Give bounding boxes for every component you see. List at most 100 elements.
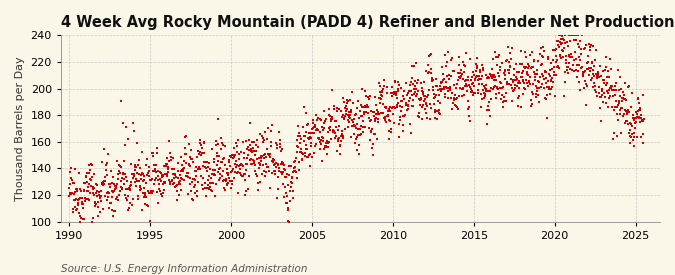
- Point: [151, 189, 162, 194]
- Point: [112, 194, 123, 199]
- Point: [172, 176, 183, 180]
- Point: [93, 214, 104, 218]
- Point: [128, 176, 138, 181]
- Point: [124, 186, 134, 191]
- Point: [221, 170, 232, 175]
- Point: [400, 113, 410, 118]
- Point: [171, 184, 182, 188]
- Point: [105, 201, 115, 205]
- Point: [550, 48, 561, 53]
- Point: [297, 152, 308, 156]
- Point: [67, 191, 78, 195]
- Point: [487, 75, 497, 80]
- Point: [252, 138, 263, 142]
- Point: [498, 70, 509, 75]
- Point: [89, 172, 100, 176]
- Point: [341, 101, 352, 106]
- Point: [568, 33, 578, 37]
- Point: [589, 74, 600, 78]
- Point: [628, 113, 639, 117]
- Point: [142, 204, 153, 208]
- Point: [585, 48, 595, 53]
- Point: [397, 123, 408, 128]
- Point: [308, 120, 319, 125]
- Point: [193, 148, 204, 153]
- Point: [312, 127, 323, 131]
- Point: [352, 126, 363, 131]
- Point: [556, 34, 567, 38]
- Point: [310, 141, 321, 146]
- Point: [489, 75, 500, 79]
- Point: [359, 103, 370, 108]
- Point: [471, 56, 482, 60]
- Point: [608, 88, 618, 93]
- Point: [326, 119, 337, 123]
- Point: [351, 147, 362, 152]
- Point: [427, 78, 437, 83]
- Point: [69, 197, 80, 202]
- Point: [427, 76, 438, 80]
- Point: [153, 174, 164, 178]
- Point: [392, 80, 403, 84]
- Point: [136, 186, 146, 191]
- Point: [575, 65, 586, 70]
- Point: [202, 165, 213, 169]
- Point: [186, 157, 197, 162]
- Point: [405, 89, 416, 94]
- Point: [123, 137, 134, 141]
- Point: [124, 184, 135, 189]
- Point: [140, 163, 151, 167]
- Point: [196, 146, 207, 150]
- Point: [245, 148, 256, 153]
- Point: [518, 79, 529, 83]
- Point: [128, 174, 139, 178]
- Point: [296, 137, 306, 141]
- Point: [419, 97, 430, 101]
- Point: [522, 70, 533, 75]
- Point: [373, 110, 383, 114]
- Point: [499, 95, 510, 99]
- Point: [120, 196, 131, 200]
- Point: [495, 65, 506, 69]
- Point: [425, 70, 436, 75]
- Point: [472, 87, 483, 92]
- Point: [294, 168, 304, 172]
- Point: [242, 186, 253, 191]
- Point: [171, 198, 182, 202]
- Point: [170, 173, 181, 177]
- Point: [553, 64, 564, 68]
- Point: [339, 100, 350, 104]
- Point: [512, 81, 523, 86]
- Point: [103, 195, 113, 199]
- Point: [259, 152, 269, 157]
- Point: [173, 180, 184, 184]
- Point: [302, 147, 313, 151]
- Point: [199, 140, 210, 144]
- Point: [535, 75, 545, 79]
- Point: [283, 206, 294, 210]
- Point: [544, 72, 555, 77]
- Point: [185, 181, 196, 186]
- Point: [422, 95, 433, 100]
- Point: [526, 90, 537, 95]
- Point: [578, 70, 589, 74]
- Point: [286, 175, 297, 179]
- Point: [130, 164, 140, 169]
- Point: [317, 125, 327, 129]
- Point: [487, 67, 497, 71]
- Point: [243, 145, 254, 149]
- Point: [382, 109, 393, 113]
- Point: [459, 84, 470, 88]
- Point: [205, 185, 216, 189]
- Point: [429, 95, 440, 99]
- Point: [340, 113, 350, 118]
- Point: [167, 179, 178, 183]
- Point: [327, 129, 338, 134]
- Point: [605, 86, 616, 90]
- Point: [594, 85, 605, 89]
- Point: [391, 93, 402, 97]
- Point: [263, 169, 274, 173]
- Point: [242, 153, 253, 157]
- Point: [402, 104, 413, 108]
- Point: [97, 180, 108, 184]
